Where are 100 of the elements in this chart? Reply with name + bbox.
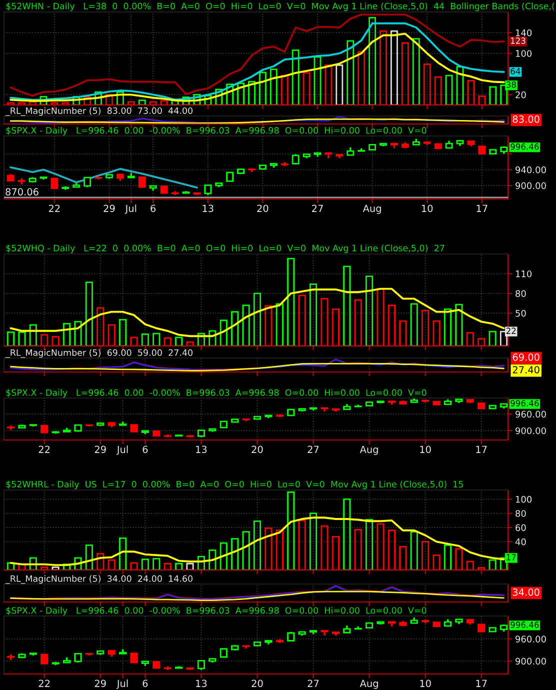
chart-title: _RL_MagicNumber (5) 69.00 59.00 27.40	[5, 349, 193, 358]
bar	[423, 63, 431, 105]
bar	[152, 332, 160, 346]
text: 34.00	[512, 588, 540, 596]
bar	[309, 284, 318, 346]
bar	[72, 96, 80, 105]
x-tick-label: 6	[142, 680, 148, 688]
bar	[455, 304, 463, 346]
x-tick-label: Aug	[362, 204, 381, 214]
bar	[208, 549, 216, 570]
bar	[298, 294, 306, 346]
bar	[29, 324, 37, 346]
bar	[432, 320, 440, 346]
y-tick-label: 40	[515, 538, 526, 546]
bar	[130, 336, 138, 346]
bar	[410, 531, 418, 570]
bar	[6, 102, 14, 105]
bar	[6, 562, 14, 570]
bar	[410, 303, 418, 346]
bar	[455, 548, 463, 570]
chart-title: _RL_MagicNumber (5) 34.00 24.00 14.60	[5, 575, 193, 584]
data-label: 123	[511, 38, 526, 44]
bar	[376, 288, 384, 346]
y-tick-label: 100	[516, 50, 532, 57]
bar	[40, 566, 48, 570]
bar	[108, 324, 116, 346]
bar	[276, 303, 284, 346]
bar	[354, 528, 362, 570]
chart-title: $52WHQ - Daily L=22 0 0.00% B=0 A=0 O=0 Hi=0 Lo=0 V=0 Mov Avg 1 Line (Close,5,0) 27	[6, 244, 444, 254]
bar	[141, 558, 149, 570]
bar	[358, 51, 366, 105]
bar	[388, 304, 396, 346]
x-tick-label: 29	[104, 204, 115, 212]
bar	[197, 556, 205, 570]
bar	[175, 562, 183, 570]
bar	[264, 528, 272, 570]
x-tick-label: 22	[48, 204, 60, 212]
bar	[18, 332, 26, 346]
bar	[422, 540, 430, 570]
bar	[346, 40, 354, 105]
bar	[40, 334, 48, 346]
bar	[298, 520, 306, 570]
chart-title: $SPX.X - Daily L=996.46 0.00 -0.00% B=996.03 A=996.98 O=0.00 Hi=0.00 Lo=0.00 V=0	[6, 126, 426, 136]
bar	[186, 562, 194, 570]
x-tick-label: 27	[308, 446, 319, 453]
bar	[226, 84, 234, 105]
bar	[248, 81, 256, 105]
chart-title: $SPX.X - Daily L=996.46 0.00 -0.00% B=996.03 A=996.98 O=0.00 Hi=0.00 Lo=0.00 V=0	[6, 606, 426, 616]
bar	[52, 336, 60, 346]
x-tick-label: 27	[308, 680, 319, 687]
bar	[152, 558, 160, 570]
bar	[242, 304, 250, 346]
y-tick-label: 100	[516, 496, 532, 503]
bar	[366, 519, 374, 570]
bar	[354, 299, 362, 346]
bar	[164, 337, 172, 346]
bar	[29, 557, 37, 570]
bar	[220, 320, 228, 346]
bar	[276, 530, 284, 570]
data-label: 64	[510, 68, 520, 74]
x-tick-label: 10	[422, 204, 433, 212]
x-tick-label: 20	[252, 446, 263, 454]
text: 996.46	[510, 143, 539, 150]
bar	[118, 319, 127, 346]
chart-title: $SPX.X - Daily L=996.46 0.00 -0.00% B=996.03 A=996.98 O=0.00 Hi=0.00 Lo=0.00 V=0	[6, 389, 426, 398]
bar	[478, 338, 486, 346]
x-tick-label: 10	[420, 680, 431, 688]
bar	[94, 91, 102, 105]
x-tick-label: 22	[38, 446, 50, 453]
y-tick-label: 960.00	[516, 636, 546, 642]
bar	[197, 332, 205, 346]
bar	[208, 330, 216, 346]
bar	[253, 520, 262, 570]
y-tick-label: 50	[516, 310, 526, 317]
text: 996.46	[510, 400, 539, 406]
bar	[467, 80, 475, 105]
bar	[116, 91, 124, 105]
x-tick-label: Aug	[360, 446, 378, 455]
y-tick-label: 900.00	[516, 658, 546, 665]
chart-title: $52WHN - Daily L=38 0 0.00% B=0 A=0 O=0 Hi=0 Lo=0 V=0 Mov Avg 1 Line (Close,5,0) 44 Bollinger Bands (Close,(	[6, 2, 554, 12]
bar	[242, 531, 250, 570]
bar	[466, 332, 474, 346]
bar	[324, 64, 332, 105]
data-label: 17	[506, 554, 516, 560]
y-tick-label: 110	[516, 270, 532, 278]
bar	[376, 523, 384, 570]
bar	[287, 258, 295, 346]
x-tick-label: 27	[312, 204, 323, 212]
x-tick-label: Jul	[124, 204, 136, 214]
x-tick-label: 13	[196, 680, 207, 688]
bar	[138, 100, 146, 105]
bar	[149, 101, 157, 105]
bar	[175, 336, 183, 346]
bar	[130, 562, 138, 570]
x-tick-label: Aug	[360, 680, 378, 689]
bar	[380, 30, 387, 105]
bar	[74, 320, 82, 346]
y-tick-label: 80	[516, 510, 526, 517]
chart-title: $52WHRL - Daily US L=17 0 0.00% B=0 A=0 O=0 Hi=0 Lo=0 V=0 Mov Avg 1 Line (Close,5,0) 15	[6, 480, 463, 490]
bar	[488, 559, 496, 570]
